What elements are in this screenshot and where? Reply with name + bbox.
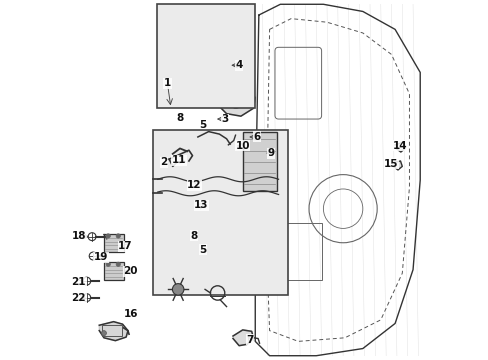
Text: 1: 1 bbox=[163, 78, 171, 88]
Text: 20: 20 bbox=[123, 266, 138, 276]
Bar bbox=[102, 324, 122, 336]
Text: 18: 18 bbox=[71, 231, 86, 240]
Polygon shape bbox=[217, 87, 255, 116]
Circle shape bbox=[116, 234, 120, 238]
Text: 17: 17 bbox=[118, 241, 132, 251]
Text: 2: 2 bbox=[160, 157, 167, 167]
Circle shape bbox=[106, 234, 110, 238]
Circle shape bbox=[172, 284, 183, 295]
Bar bbox=[104, 262, 123, 280]
Text: 5: 5 bbox=[199, 245, 206, 255]
Text: 10: 10 bbox=[235, 141, 249, 151]
Text: 16: 16 bbox=[124, 310, 139, 319]
Text: 19: 19 bbox=[94, 252, 108, 262]
Bar bbox=[153, 130, 287, 295]
Bar bbox=[156, 4, 255, 108]
Text: 14: 14 bbox=[392, 141, 407, 151]
Text: 12: 12 bbox=[187, 180, 201, 190]
Text: 13: 13 bbox=[194, 200, 208, 210]
Polygon shape bbox=[391, 161, 402, 170]
Circle shape bbox=[101, 330, 106, 336]
Polygon shape bbox=[199, 62, 210, 74]
Polygon shape bbox=[233, 330, 253, 346]
Bar bbox=[278, 223, 321, 280]
Text: 15: 15 bbox=[384, 159, 398, 169]
Bar bbox=[242, 132, 276, 192]
Text: 21: 21 bbox=[71, 277, 86, 287]
Polygon shape bbox=[99, 321, 128, 341]
Polygon shape bbox=[394, 142, 405, 152]
Text: 11: 11 bbox=[172, 155, 186, 165]
Text: 7: 7 bbox=[245, 334, 253, 345]
Text: 9: 9 bbox=[267, 148, 274, 158]
Text: 3: 3 bbox=[221, 114, 228, 124]
Text: 5: 5 bbox=[199, 120, 206, 130]
Text: 22: 22 bbox=[71, 293, 86, 303]
Text: 4: 4 bbox=[235, 60, 243, 70]
Bar bbox=[104, 234, 123, 252]
Circle shape bbox=[116, 262, 120, 266]
Text: 8: 8 bbox=[190, 231, 198, 240]
Circle shape bbox=[106, 262, 110, 266]
Text: 6: 6 bbox=[253, 132, 260, 142]
Text: 8: 8 bbox=[176, 113, 183, 123]
